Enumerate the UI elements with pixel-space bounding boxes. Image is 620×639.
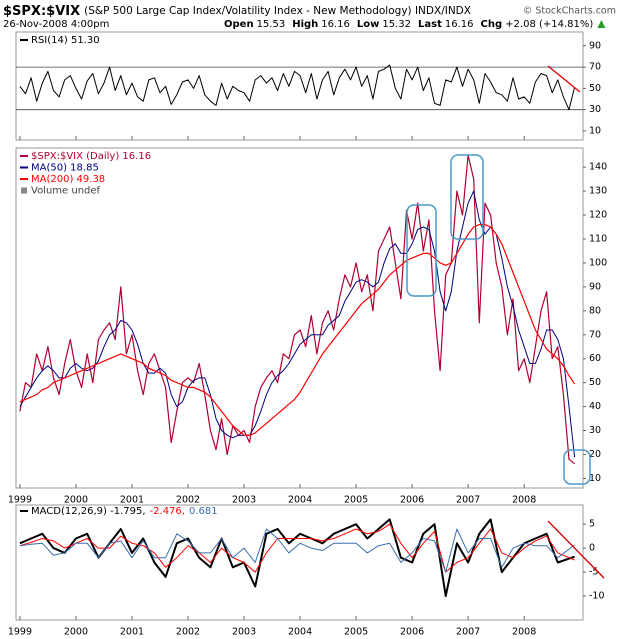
x-tick-label: 2004 <box>288 495 312 506</box>
x-tick-label: 2007 <box>456 495 480 506</box>
y-tick-label: 50 <box>589 377 601 388</box>
x-tick-label: 2004 <box>288 627 312 638</box>
y-tick-label: 70 <box>589 329 601 340</box>
legend-label: Volume undef <box>31 186 101 197</box>
legend-label: MA(200) 49.38 <box>31 174 105 185</box>
up-arrow <box>597 20 606 28</box>
x-tick-label: 2008 <box>512 627 536 638</box>
y-tick-label: 100 <box>589 257 607 268</box>
highlight-box <box>406 204 437 297</box>
series-line <box>19 64 576 111</box>
series-line <box>19 154 575 465</box>
x-tick-label: 2001 <box>120 627 144 638</box>
y-tick-label: 120 <box>589 210 607 221</box>
x-tick-label: 2000 <box>64 495 88 506</box>
y-tick-label: 130 <box>589 186 607 197</box>
x-tick-label: 2006 <box>400 495 424 506</box>
quote-value: 15.32 <box>382 19 411 30</box>
series-line <box>19 523 575 573</box>
x-tick-label: 2005 <box>344 495 368 506</box>
y-tick-label: 30 <box>589 104 601 115</box>
y-tick-label: 70 <box>589 62 601 73</box>
quote-label: Open <box>224 19 254 30</box>
x-tick-label: 2008 <box>512 495 536 506</box>
y-tick-label: 140 <box>589 162 607 173</box>
panel-frame <box>15 31 584 141</box>
panel-frame <box>15 147 584 489</box>
x-tick-label: 2000 <box>64 627 88 638</box>
y-tick-label: 60 <box>589 353 601 364</box>
quote-value: 15.53 <box>257 19 286 30</box>
trend-line <box>547 65 581 93</box>
annotations <box>406 65 605 579</box>
y-tick-label: 10 <box>589 125 601 136</box>
date: 26-Nov-2008 4:00pm <box>3 19 109 30</box>
title: $SPX:$VIX (S&P 500 Large Cap Index/Volati… <box>3 4 471 19</box>
x-tick-label: 2002 <box>176 495 200 506</box>
quote-value: 16.16 <box>321 19 350 30</box>
y-tick-label: 5 <box>589 519 595 530</box>
panel-frame <box>15 504 584 621</box>
series-line <box>19 528 575 573</box>
y-tick-label: 90 <box>589 40 601 51</box>
quote-label: Low <box>357 19 379 30</box>
copyright: © StockCharts.com <box>523 6 616 17</box>
y-tick-label: 20 <box>589 449 601 460</box>
x-tick-label: 2001 <box>120 495 144 506</box>
quote-label: Chg <box>481 19 503 30</box>
y-tick-label: -5 <box>589 567 598 578</box>
y-tick-label: 40 <box>589 401 601 412</box>
series-line <box>19 224 576 436</box>
trend-line <box>547 520 605 579</box>
legend-label: RSI(14) 51.30 <box>31 35 100 46</box>
symbol: $SPX:$VIX <box>3 4 80 19</box>
legend-label: $SPX:$VIX (Daily) 16.16 <box>31 151 151 162</box>
x-tick-label: 2003 <box>232 627 256 638</box>
legend-label: -2.476, <box>150 506 185 517</box>
quote-value: +2.08 (+14.81%) <box>505 19 593 30</box>
x-tick-label: 2002 <box>176 627 200 638</box>
legend-label: 0.681 <box>189 506 218 517</box>
highlight-box <box>450 154 484 240</box>
quote-label: High <box>292 19 318 30</box>
y-tick-label: 10 <box>589 473 601 484</box>
x-tick-label: 2006 <box>400 627 424 638</box>
y-tick-label: 50 <box>589 83 601 94</box>
panel: 10 20 30 40 50 60 70 80 90 100 110 120 130 140 1999 200… <box>8 147 607 506</box>
y-tick-label: 0 <box>589 543 595 554</box>
highlight-box <box>563 449 591 485</box>
y-tick-label: 90 <box>589 281 601 292</box>
legend-label: MA(50) 18.85 <box>31 163 99 174</box>
x-tick-label: 1999 <box>8 627 32 638</box>
legend-marker <box>21 187 27 194</box>
panel: 5 0 -5 -10 1999 2000 2001 2002 2003 2004 2005 2006 2… <box>8 504 605 638</box>
quote-value: 16.16 <box>445 19 474 30</box>
legend: MACD(12,26,9) -1.795, -2.476, 0.681 <box>31 506 218 517</box>
quote: Open 15.53 High 16.16 Low 15.32 Last 16.16 Chg +2… <box>224 19 593 30</box>
description: (S&P 500 Large Cap Index/Volatility Inde… <box>84 5 471 17</box>
panel: 10 30 50 70 90 RSI(14) 51.30 <box>15 31 601 141</box>
quote-label: Last <box>418 19 442 30</box>
legend-label: MACD(12,26,9) -1.795, <box>31 506 146 517</box>
x-tick-label: 1999 <box>8 495 32 506</box>
x-tick-label: 2005 <box>344 627 368 638</box>
y-tick-label: -10 <box>589 591 605 602</box>
y-tick-label: 110 <box>589 233 607 244</box>
x-tick-label: 2007 <box>456 627 480 638</box>
y-tick-label: 80 <box>589 305 601 316</box>
series-line <box>19 190 576 458</box>
x-tick-label: 2003 <box>232 495 256 506</box>
y-tick-label: 30 <box>589 425 601 436</box>
